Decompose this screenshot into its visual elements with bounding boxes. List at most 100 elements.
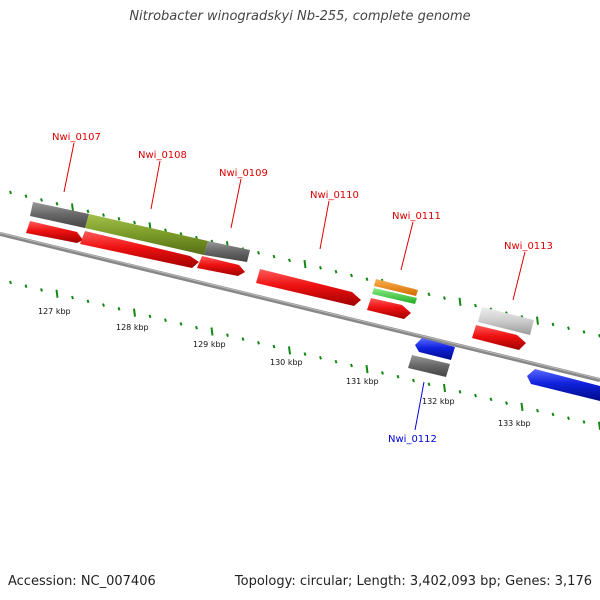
gene-arrow-nwi-0112b[interactable] [527,369,600,401]
ruler-minor-tick [443,296,446,300]
ruler-major-tick [458,297,462,306]
ruler-minor-tick [303,352,307,356]
feature-bar-lightgray-0113[interactable] [478,307,534,335]
ruler-minor-tick [427,292,431,297]
ruler-label: 132 kbp [422,397,455,406]
ruler-label: 133 kbp [498,419,531,428]
ruler-minor-tick [272,254,276,259]
ruler-label: 128 kbp [116,323,149,332]
ruler-major-tick [303,259,307,269]
ruler-minor-tick [551,412,555,417]
genome-backbone [0,232,600,382]
ruler-minor-tick [102,213,105,217]
feature-bar-green-0111[interactable] [372,288,417,304]
ruler-minor-tick [24,284,28,289]
ruler-major-tick [536,316,539,325]
ruler-major-tick [71,203,74,212]
ruler-minor-tick [412,378,415,383]
ruler-minor-tick [582,420,586,424]
gene-label-nwi-0108[interactable]: Nwi_0108 [138,150,187,161]
ruler-minor-tick [365,277,369,281]
ruler-minor-tick [381,371,384,375]
ruler-minor-tick [474,393,477,398]
ruler-minor-tick [257,250,260,255]
feature-bar-gray-0107[interactable] [30,202,89,228]
ruler-major-tick [288,346,291,355]
ruler-minor-tick [567,416,570,421]
ruler-minor-tick [334,269,338,274]
ruler-major-tick [133,308,136,317]
gene-arrow-nwi-0107[interactable] [26,221,83,243]
ruler-minor-tick [9,280,12,285]
gene-arrow-nwi-0110[interactable] [256,269,361,306]
ruler-minor-tick [350,363,353,368]
feature-bar-gray-0109[interactable] [204,241,250,262]
ruler-minor-tick [164,318,167,322]
ruler-minor-tick [86,209,90,214]
ruler-label: 130 kbp [270,358,303,367]
ruler-minor-tick [334,359,338,364]
genome-title: Nitrobacter winogradskyi Nb-255, complet… [129,9,471,24]
ruler-major-tick [55,289,59,298]
gene-arrow-nwi-0109[interactable] [197,256,245,276]
ruler-minor-tick [179,322,183,326]
ruler-minor-tick [474,303,477,308]
gene-arrow-nwi-0113[interactable] [472,325,526,350]
ruler-minor-tick [71,295,74,300]
ruler-minor-tick [505,401,508,405]
ruler-minor-tick [9,190,12,195]
accession-text: Accession: NC_007406 [8,574,156,589]
ruler-minor-tick [117,307,121,311]
ruler-minor-tick [319,266,322,270]
label-leaders [63,142,526,431]
ruler-minor-tick [55,201,59,206]
ruler-minor-tick [489,397,493,402]
ruler-minor-tick [40,198,43,202]
ruler-minor-tick [195,325,198,330]
ruler-minor-tick [272,344,276,349]
feature-bar-orange-0111[interactable] [374,279,418,296]
ruler-minor-tick [102,303,105,307]
gene-label-nwi-0112[interactable]: Nwi_0112 [388,434,437,445]
ruler-minor-tick [179,232,183,236]
gene-arrow-nwi-0111[interactable] [367,298,411,319]
ruler-major-tick [210,327,214,336]
feature-bar-olive-0108[interactable] [85,214,208,255]
ruler-major-tick [365,365,369,374]
gene-label-nwi-0113[interactable]: Nwi_0113 [504,241,553,252]
ruler-minor-tick [551,322,555,327]
ruler-minor-tick [241,337,245,341]
ruler-minor-tick [567,326,570,331]
ruler-major-tick [520,402,524,412]
ruler-minor-tick [40,288,43,292]
gene-arrow-nwi-0108[interactable] [80,231,199,268]
feature-bar-gray-0112[interactable] [408,355,450,377]
gene-label-nwi-0109[interactable]: Nwi_0109 [219,168,268,179]
gene-label-nwi-0111[interactable]: Nwi_0111 [392,211,441,222]
gene-label-nwi-0107[interactable]: Nwi_0107 [52,132,101,143]
ruler-label: 129 kbp [193,340,226,349]
ruler-minor-tick [24,194,28,199]
ruler-minor-tick [427,382,431,387]
ruler-minor-tick [86,299,90,304]
ruler-minor-tick [133,220,136,225]
ruler-minor-tick [117,217,121,221]
ruler-minor-tick [288,258,291,263]
gene-label-nwi-0110[interactable]: Nwi_0110 [310,190,359,201]
ruler-minor-tick [148,314,152,319]
ruler-minor-tick [458,389,462,394]
ruler-minor-tick [396,374,400,379]
ruler-minor-tick [257,340,260,345]
gene-arrow-nwi-0112[interactable] [415,338,455,360]
genome-stats-text: Topology: circular; Length: 3,402,093 bp… [234,574,592,589]
ruler-minor-tick [164,228,167,232]
ruler-minor-tick [226,333,229,338]
ruler-minor-tick [350,273,353,278]
ruler-label: 127 kbp [38,307,71,316]
ruler-label: 131 kbp [346,377,379,386]
ruler-minor-tick [536,408,539,413]
ruler-minor-tick [582,330,586,334]
ruler-minor-tick [319,356,322,360]
ruler-major-tick [443,383,446,393]
